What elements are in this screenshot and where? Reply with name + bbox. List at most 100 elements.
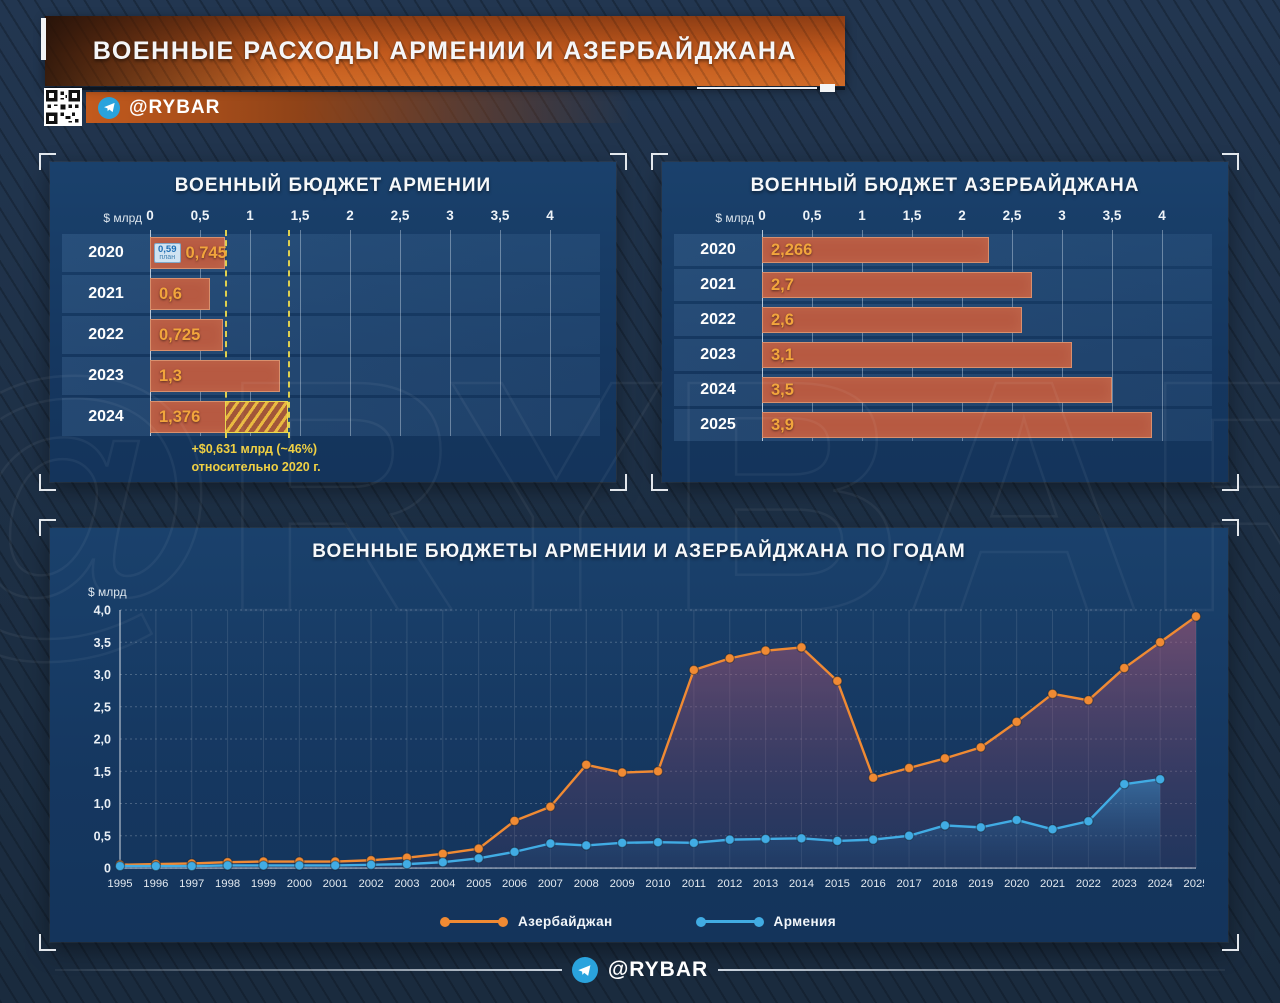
year-label: 2021 <box>88 285 124 302</box>
armenia-area-fill <box>120 779 1161 868</box>
bar-row: 2021 2,7 <box>674 269 1212 301</box>
bar-value-label: 0,6 <box>159 284 182 303</box>
corner-bracket <box>39 934 56 951</box>
bar-row: 2021 0,6 <box>62 275 600 313</box>
x-tick-label: 2002 <box>358 878 383 890</box>
axis-unit-label: $ млрд <box>103 211 142 225</box>
line-chart-svg: 4,0 3,5 3,0 2,5 2,0 1,5 1,0 0,5 0 1995 1996 1997 199… <box>94 604 1209 891</box>
bar-value-label: 1,376 <box>159 407 201 426</box>
bar-row: 2022 2,6 <box>674 304 1212 336</box>
year-label: 2023 <box>88 367 124 384</box>
data-point <box>473 853 484 864</box>
data-point <box>294 860 305 871</box>
data-point <box>903 830 915 841</box>
x-tick-label: 2022 <box>1076 878 1101 890</box>
header-underline <box>45 84 845 92</box>
x-tick-label: 2007 <box>538 878 563 890</box>
data-point <box>581 759 592 770</box>
bar-value-label: 2,7 <box>771 275 794 294</box>
x-tick-label: 2020 <box>1004 878 1029 890</box>
bar-row: 2023 3,1 <box>674 339 1212 371</box>
x-tick-label: 2000 <box>287 878 312 890</box>
corner-bracket <box>39 474 56 491</box>
underline-segment <box>697 87 817 89</box>
data-point <box>760 645 771 656</box>
axis-tick-label: 1,5 <box>290 208 310 223</box>
data-point <box>796 833 807 844</box>
bar-value-label: 2,266 <box>771 240 813 259</box>
axis-row: $ млрд 0 0,5 1 1,5 2 2,5 3 3,5 4 <box>62 205 600 231</box>
corner-bracket <box>1222 474 1239 491</box>
bar: 3,1 <box>762 342 1072 368</box>
bar-value-label: 0,725 <box>159 325 201 344</box>
x-tick-label: 2023 <box>1112 878 1137 890</box>
corner-bracket <box>610 474 627 491</box>
data-point <box>1083 816 1094 827</box>
x-tick-label: 2021 <box>1040 878 1065 890</box>
data-point <box>939 820 951 831</box>
bar: 2,6 <box>762 307 1022 333</box>
bar-track: 3,5 <box>762 374 1212 406</box>
header-banner: ВОЕННЫЕ РАСХОДЫ АРМЕНИИ И АЗЕРБАЙДЖАНА <box>45 16 845 86</box>
data-point <box>258 860 269 871</box>
data-point <box>1119 662 1130 674</box>
bar: 3,9 <box>762 412 1152 438</box>
armenia-line <box>118 778 1162 868</box>
data-point <box>1047 688 1058 700</box>
bar-value-label: 3,9 <box>771 415 794 434</box>
data-point <box>868 834 879 845</box>
bar-track: 0,59 план 0,745 <box>150 234 600 272</box>
x-tick-label: 2010 <box>645 878 670 890</box>
bar-value-label: 3,1 <box>771 345 794 364</box>
data-point <box>437 856 448 868</box>
data-point <box>760 833 771 845</box>
y-axis-unit-label: $ млрд <box>88 585 127 599</box>
bar: 0,59 план 0,745 <box>150 237 227 269</box>
hatched-increase-segment <box>224 401 288 433</box>
brand-handle: @RYBAR <box>129 96 221 118</box>
legend-dot <box>695 916 706 927</box>
corner-bracket <box>651 153 668 170</box>
axis-tick-label: 3 <box>446 208 454 223</box>
data-point <box>1083 695 1094 706</box>
axis-tick-label: 4 <box>546 208 554 223</box>
x-tick-label: 2016 <box>861 878 886 890</box>
data-point <box>1154 637 1166 648</box>
azerbaijan-bar-chart-panel: ВОЕННЫЙ БЮДЖЕТ АЗЕРБАЙДЖАНА $ млрд 0 0,5 1 1… <box>651 153 1239 491</box>
bar-track: 0,6 <box>150 275 600 313</box>
corner-bracket <box>1222 934 1239 951</box>
legend-label: Армения <box>773 914 836 929</box>
year-label: 2020 <box>700 241 736 258</box>
data-point <box>1011 814 1022 826</box>
bar-row: 2020 2,266 <box>674 234 1212 266</box>
telegram-icon <box>571 957 598 983</box>
data-point <box>939 753 951 764</box>
legend-item: Армения <box>695 914 836 929</box>
data-point <box>545 801 556 812</box>
y-tick-label: 3,0 <box>94 668 111 682</box>
axis-row: $ млрд 0 0,5 1 1,5 2 2,5 3 3,5 4 <box>674 205 1212 231</box>
year-label: 2021 <box>700 276 736 293</box>
data-point <box>724 834 735 845</box>
azerbaijan-chart-title: ВОЕННЫЙ БЮДЖЕТ АЗЕРБАЙДЖАНА <box>750 175 1140 196</box>
axis-tick-label: 3 <box>1058 208 1066 223</box>
bar: 1,3 <box>150 360 280 392</box>
x-tick-label: 2006 <box>502 878 527 890</box>
data-point <box>975 822 987 833</box>
y-tick-label: 2,0 <box>94 733 111 747</box>
axis-tick-label: 2,5 <box>1002 208 1022 223</box>
bar-row: 2020 0,59 план 0,745 <box>62 234 600 272</box>
data-point <box>1047 824 1058 835</box>
axis-tick-label: 2 <box>346 208 354 223</box>
bar-value-label: 1,3 <box>159 366 182 385</box>
bar: 0,6 <box>150 278 210 310</box>
y-tick-label: 4,0 <box>94 604 111 618</box>
legend-item: Азербайджан <box>439 914 613 929</box>
x-tick-label: 2011 <box>682 878 706 890</box>
data-point <box>473 843 484 854</box>
axis-tick-label: 0,5 <box>190 208 210 223</box>
bar-track: 2,7 <box>762 269 1212 301</box>
axis-tick-row: 0 0,5 1 1,5 2 2,5 3 3,5 4 <box>758 205 1212 231</box>
bar-rows: +$0,631 млрд (~46%) относительно 2020 г. 2… <box>62 230 600 474</box>
